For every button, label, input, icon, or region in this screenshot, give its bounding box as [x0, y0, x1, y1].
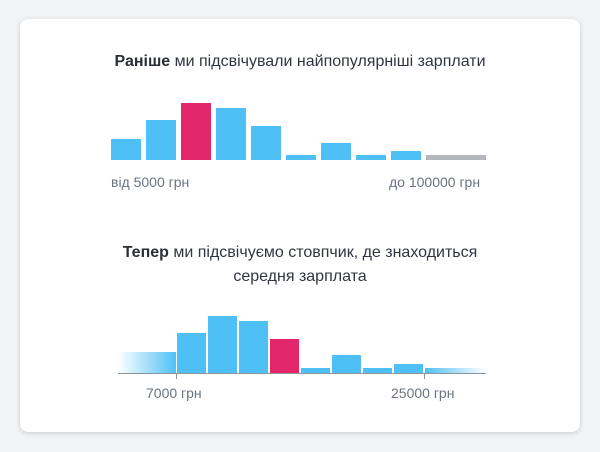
before-bar-6: [286, 155, 316, 160]
before-bar-1: [111, 139, 141, 160]
now-label-25000: 25000 грн: [391, 385, 455, 401]
before-histogram: [111, 103, 486, 160]
now-title-bold: Тепер: [122, 244, 169, 261]
now-bar-fade-right: [425, 368, 486, 373]
now-title: Тепер ми підсвічуємо стовпчик, де знаход…: [100, 241, 500, 289]
now-bar-4: [270, 339, 299, 373]
now-bar-3: [239, 321, 268, 373]
now-bar-6: [332, 355, 361, 373]
before-bar-9: [391, 151, 421, 160]
before-bar-2: [146, 120, 176, 160]
now-label-7000: 7000 грн: [146, 385, 202, 401]
salary-chart-card: [20, 19, 580, 432]
before-min-label: від 5000 грн: [111, 174, 190, 190]
before-bar-8: [356, 155, 386, 160]
before-title-bold: Раніше: [114, 53, 171, 70]
before-title-rest: ми підсвічували найпопулярніші зарплати: [170, 53, 486, 70]
now-bar-1: [177, 333, 206, 373]
now-bar-fade-left: [118, 352, 176, 373]
before-title: Раніше ми підсвічували найпопулярніші за…: [0, 50, 600, 74]
now-title-rest: ми підсвічуємо стовпчик, де знаходиться …: [168, 244, 478, 285]
before-max-label: до 100000 грн: [389, 174, 481, 190]
now-bar-2: [208, 316, 237, 373]
before-bar-7: [321, 143, 351, 160]
now-bar-8: [394, 364, 423, 373]
before-bar-5: [251, 126, 281, 160]
now-bar-7: [363, 368, 392, 373]
before-bar-3: [181, 103, 211, 160]
before-bar-4: [216, 108, 246, 160]
before-bar-10: [426, 155, 486, 160]
now-histogram: [118, 316, 486, 373]
now-bar-5: [301, 368, 330, 373]
